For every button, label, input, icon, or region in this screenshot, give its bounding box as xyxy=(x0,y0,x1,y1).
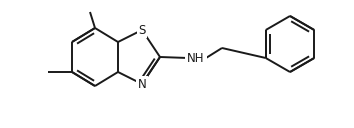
Text: N: N xyxy=(138,77,146,90)
Text: S: S xyxy=(138,24,146,36)
Text: NH: NH xyxy=(187,51,205,65)
